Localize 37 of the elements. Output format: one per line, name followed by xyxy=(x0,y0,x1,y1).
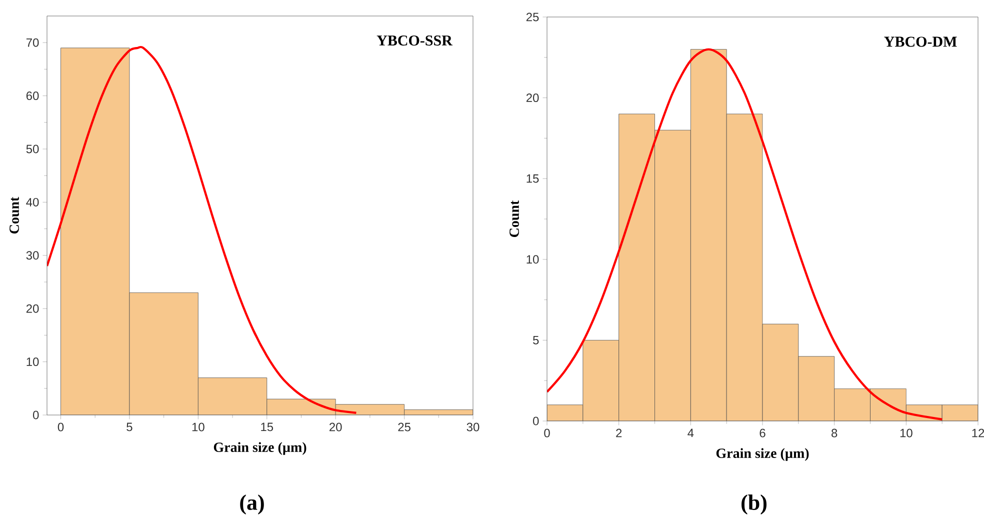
x-tick-label: 4 xyxy=(688,428,694,438)
x-tick-label: 10 xyxy=(192,422,204,432)
text: YBCO-DM xyxy=(884,36,957,47)
y-tick-label: 20 xyxy=(26,304,39,313)
y-tick-label: 30 xyxy=(26,251,39,260)
y-tick-label: 70 xyxy=(26,38,39,47)
y-tick-label: 5 xyxy=(533,336,539,344)
x-tick-label: 0 xyxy=(58,422,64,432)
y-tick-label: 10 xyxy=(526,255,539,264)
x-tick-label: 20 xyxy=(330,422,342,432)
y-tick-label: 0 xyxy=(533,416,539,426)
x-tick-label: 10 xyxy=(900,428,912,438)
y-tick-label: 0 xyxy=(33,410,39,420)
line-series xyxy=(47,46,358,414)
x-tick-label: 25 xyxy=(398,422,410,432)
y-tick-label: 60 xyxy=(26,92,39,100)
y-tick-label: 25 xyxy=(526,12,539,22)
x-tick-label: 15 xyxy=(261,422,274,432)
x-axis-title: Grain size (µm) xyxy=(716,448,809,461)
x-tick-label: 2 xyxy=(616,428,622,438)
x-tick-label: 6 xyxy=(760,428,766,438)
y-axis-title: Count xyxy=(510,200,519,237)
text: (a) xyxy=(240,494,264,514)
x-tick-label: 8 xyxy=(832,428,838,438)
x-tick-label: 5 xyxy=(126,422,132,432)
x-tick-label: 30 xyxy=(466,422,480,432)
x-tick-label: 12 xyxy=(972,428,984,438)
text: (b) xyxy=(742,494,766,514)
y-tick-label: 15 xyxy=(526,174,539,183)
text: YBCO-SSR xyxy=(376,35,453,46)
y-axis-title: Count xyxy=(10,196,19,234)
x-axis-title: Grain size (µm) xyxy=(214,442,306,455)
y-tick-label: 40 xyxy=(26,198,39,206)
y-tick-label: 20 xyxy=(526,94,539,102)
y-tick-label: 50 xyxy=(26,144,39,154)
y-tick-label: 10 xyxy=(26,358,39,366)
x-tick-label: 0 xyxy=(544,428,550,438)
